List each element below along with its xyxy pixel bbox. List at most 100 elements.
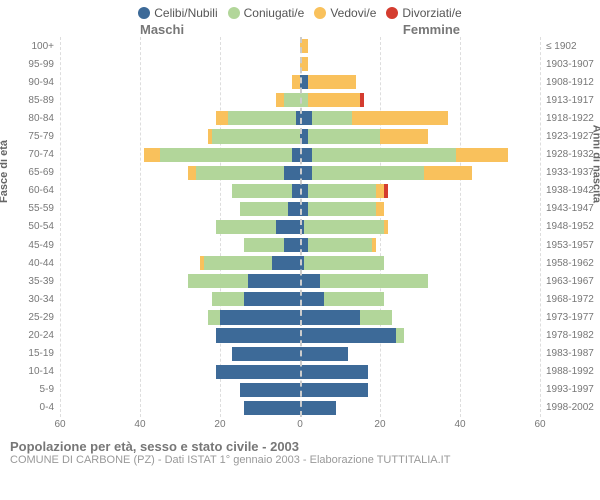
- x-tick: 0: [297, 419, 303, 430]
- stacked-bar: [300, 401, 540, 415]
- x-tick: 40: [454, 419, 465, 430]
- x-tick: 60: [534, 419, 545, 430]
- stacked-bar: [60, 75, 300, 89]
- legend-dot: [228, 7, 240, 19]
- chart-title: Popolazione per età, sesso e stato civil…: [10, 439, 590, 454]
- stacked-bar: [60, 328, 300, 342]
- pyramid-chart: Celibi/NubiliConiugati/eVedovi/eDivorzia…: [0, 0, 600, 500]
- center-line: [300, 37, 302, 417]
- stacked-bar: [300, 347, 540, 361]
- bar-segment: [300, 383, 368, 397]
- female-half: [300, 399, 540, 417]
- female-half: [300, 146, 540, 164]
- male-half: [60, 272, 300, 290]
- legend-item: Coniugati/e: [228, 6, 305, 20]
- stacked-bar: [300, 292, 540, 306]
- x-tick: 20: [374, 419, 385, 430]
- y-tick-age: 75-79: [24, 131, 54, 142]
- bar-segment: [288, 202, 300, 216]
- y-tick-age: 60-64: [24, 185, 54, 196]
- male-half: [60, 290, 300, 308]
- bar-segment: [304, 256, 384, 270]
- legend-label: Celibi/Nubili: [154, 6, 217, 20]
- stacked-bar: [300, 202, 540, 216]
- legend-label: Coniugati/e: [244, 6, 305, 20]
- stacked-bar: [300, 166, 540, 180]
- bar-segment: [300, 401, 336, 415]
- male-half: [60, 399, 300, 417]
- male-half: [60, 308, 300, 326]
- bar-segment: [272, 256, 300, 270]
- y-tick-birth: 1918-1922: [546, 113, 600, 124]
- male-half: [60, 254, 300, 272]
- bar-segment: [284, 238, 300, 252]
- bar-segment: [304, 220, 384, 234]
- male-half: [60, 345, 300, 363]
- legend-item: Divorziati/e: [386, 6, 461, 20]
- stacked-bar: [300, 39, 540, 53]
- bar-segment: [384, 220, 388, 234]
- stacked-bar: [300, 365, 540, 379]
- bar-segment: [244, 401, 300, 415]
- bar-segment: [308, 75, 356, 89]
- stacked-bar: [300, 75, 540, 89]
- bar-segment: [276, 220, 300, 234]
- stacked-bar: [300, 129, 540, 143]
- stacked-bar: [60, 310, 300, 324]
- female-half: [300, 73, 540, 91]
- female-half: [300, 164, 540, 182]
- x-tick: 60: [54, 419, 65, 430]
- y-tick-age: 70-74: [24, 149, 54, 160]
- male-half: [60, 164, 300, 182]
- male-half: [60, 37, 300, 55]
- stacked-bar: [60, 220, 300, 234]
- y-tick-birth: 1968-1972: [546, 294, 600, 305]
- y-tick-birth: ≤ 1902: [546, 41, 600, 52]
- y-tick-birth: 1933-1937: [546, 167, 600, 178]
- stacked-bar: [300, 274, 540, 288]
- bar-segment: [188, 166, 196, 180]
- bar-segment: [312, 111, 352, 125]
- legend-dot: [386, 7, 398, 19]
- bar-segment: [372, 238, 376, 252]
- male-half: [60, 73, 300, 91]
- y-tick-age: 25-29: [24, 312, 54, 323]
- male-half: [60, 91, 300, 109]
- y-tick-birth: 1993-1997: [546, 384, 600, 395]
- female-half: [300, 127, 540, 145]
- stacked-bar: [60, 39, 300, 53]
- bar-segment: [292, 184, 300, 198]
- bar-segment: [312, 148, 456, 162]
- bar-segment: [308, 184, 376, 198]
- bar-segment: [396, 328, 404, 342]
- bar-segment: [308, 129, 380, 143]
- stacked-bar: [300, 148, 540, 162]
- bar-segment: [220, 310, 300, 324]
- stacked-bar: [60, 57, 300, 71]
- y-tick-birth: 1943-1947: [546, 203, 600, 214]
- bar-segment: [424, 166, 472, 180]
- y-tick-age: 95-99: [24, 59, 54, 70]
- y-tick-birth: 1903-1907: [546, 59, 600, 70]
- y-tick-age: 40-44: [24, 258, 54, 269]
- legend-item: Celibi/Nubili: [138, 6, 217, 20]
- y-tick-birth: 1913-1917: [546, 95, 600, 106]
- bar-segment: [144, 148, 160, 162]
- female-half: [300, 109, 540, 127]
- bar-segment: [308, 238, 372, 252]
- y-tick-age: 35-39: [24, 276, 54, 287]
- female-half: [300, 218, 540, 236]
- y-tick-birth: 1998-2002: [546, 402, 600, 413]
- stacked-bar: [300, 310, 540, 324]
- stacked-bar: [300, 238, 540, 252]
- label-female: Femmine: [403, 22, 460, 37]
- y-tick-age: 100+: [24, 41, 54, 52]
- male-half: [60, 381, 300, 399]
- y-tick-age: 45-49: [24, 240, 54, 251]
- stacked-bar: [300, 184, 540, 198]
- chart-footer: Popolazione per età, sesso e stato civil…: [0, 433, 600, 466]
- stacked-bar: [60, 202, 300, 216]
- bar-segment: [308, 202, 376, 216]
- y-tick-age: 50-54: [24, 221, 54, 232]
- male-half: [60, 182, 300, 200]
